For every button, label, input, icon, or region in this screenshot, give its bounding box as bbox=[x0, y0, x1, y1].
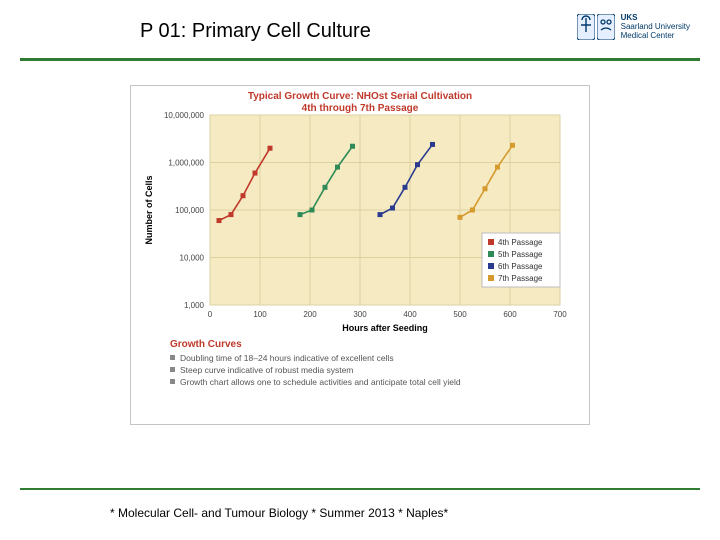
logo-line1: Saarland University bbox=[621, 22, 690, 31]
svg-text:600: 600 bbox=[503, 310, 517, 319]
svg-text:500: 500 bbox=[453, 310, 467, 319]
svg-text:4th Passage: 4th Passage bbox=[498, 238, 543, 247]
svg-text:400: 400 bbox=[403, 310, 417, 319]
svg-text:100: 100 bbox=[253, 310, 267, 319]
logo-text: UKS Saarland University Medical Center bbox=[621, 14, 690, 40]
svg-text:Doubling time of 18–24 hours i: Doubling time of 18–24 hours indicative … bbox=[180, 353, 394, 363]
logo-block: UKS Saarland University Medical Center bbox=[577, 14, 690, 40]
logo-uks: UKS bbox=[621, 13, 638, 22]
svg-text:4th through 7th Passage: 4th through 7th Passage bbox=[302, 103, 419, 114]
uks-logo-icon bbox=[577, 14, 615, 40]
svg-text:Hours after Seeding: Hours after Seeding bbox=[342, 323, 428, 333]
header-divider bbox=[20, 58, 700, 61]
footer-divider bbox=[20, 488, 700, 490]
svg-text:700: 700 bbox=[553, 310, 567, 319]
page-title: P 01: Primary Cell Culture bbox=[140, 20, 371, 43]
svg-text:10,000: 10,000 bbox=[180, 254, 205, 263]
svg-text:Growth chart allows one to sch: Growth chart allows one to schedule acti… bbox=[180, 377, 461, 387]
svg-text:1,000: 1,000 bbox=[184, 301, 205, 310]
svg-text:Steep curve indicative of robu: Steep curve indicative of robust media s… bbox=[180, 365, 353, 375]
svg-text:100,000: 100,000 bbox=[175, 206, 204, 215]
svg-text:300: 300 bbox=[353, 310, 367, 319]
chart-container: Typical Growth Curve: NHOst Serial Culti… bbox=[130, 85, 590, 425]
svg-text:Number of Cells: Number of Cells bbox=[144, 175, 154, 244]
svg-text:200: 200 bbox=[303, 310, 317, 319]
svg-text:1,000,000: 1,000,000 bbox=[168, 159, 204, 168]
svg-text:Growth Curves: Growth Curves bbox=[170, 339, 242, 350]
svg-text:7th Passage: 7th Passage bbox=[498, 274, 543, 283]
header: P 01: Primary Cell Culture UKS Saarland … bbox=[0, 20, 720, 60]
growth-chart: Typical Growth Curve: NHOst Serial Culti… bbox=[130, 85, 590, 425]
logo-line2: Medical Center bbox=[621, 31, 675, 40]
footer-text: * Molecular Cell- and Tumour Biology * S… bbox=[110, 506, 448, 520]
svg-text:0: 0 bbox=[208, 310, 213, 319]
svg-text:5th Passage: 5th Passage bbox=[498, 250, 543, 259]
slide-root: P 01: Primary Cell Culture UKS Saarland … bbox=[0, 0, 720, 540]
svg-text:6th Passage: 6th Passage bbox=[498, 262, 543, 271]
svg-text:10,000,000: 10,000,000 bbox=[164, 111, 205, 120]
svg-text:Typical Growth Curve: NHOst Se: Typical Growth Curve: NHOst Serial Culti… bbox=[248, 91, 472, 102]
